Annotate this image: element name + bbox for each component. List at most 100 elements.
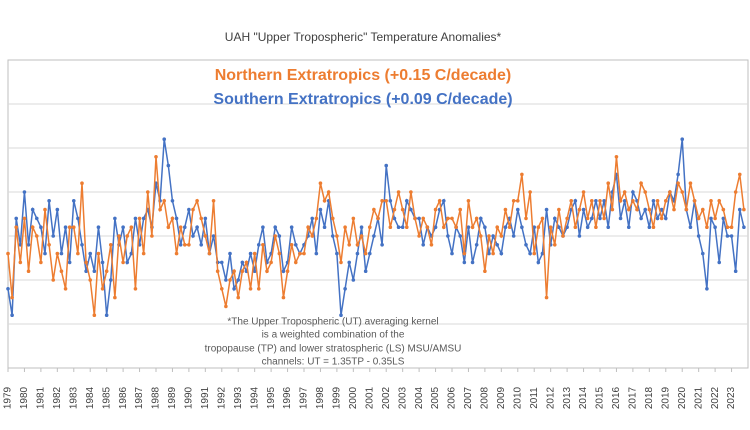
data-point (71, 199, 76, 203)
data-point (277, 251, 282, 256)
data-point (474, 216, 479, 221)
x-tick-label: 2002 (381, 386, 392, 409)
data-point (137, 216, 142, 221)
data-point (18, 260, 23, 265)
data-point (59, 269, 64, 274)
data-point (598, 199, 602, 203)
data-point (166, 163, 171, 168)
data-point (244, 260, 249, 265)
x-tick-label: 2001 (364, 386, 375, 409)
data-point (404, 225, 409, 229)
data-point (441, 225, 446, 229)
data-point (174, 216, 179, 221)
data-point (589, 216, 594, 221)
data-point (602, 216, 606, 221)
data-point (121, 225, 125, 229)
data-point (532, 225, 537, 229)
x-tick-label: 1987 (134, 386, 145, 409)
data-point (55, 251, 60, 256)
x-tick-label: 1995 (266, 386, 277, 409)
chart-title: UAH "Upper Tropospheric" Temperature Ano… (225, 30, 502, 44)
data-point (433, 207, 438, 212)
data-point (668, 190, 672, 194)
legend-entry: Southern Extratropics (+0.09 C/decade) (213, 91, 512, 108)
data-point (330, 234, 335, 238)
data-point (199, 216, 204, 221)
data-point (503, 225, 508, 229)
data-point (548, 225, 553, 229)
data-point (622, 199, 627, 203)
x-tick-label: 2016 (611, 386, 622, 409)
data-point (125, 260, 130, 265)
x-tick-label: 1981 (36, 386, 47, 409)
data-point (154, 155, 158, 159)
data-point (199, 243, 204, 247)
data-point (67, 260, 72, 265)
data-point (30, 207, 35, 212)
data-point (182, 243, 187, 247)
data-point (178, 225, 183, 229)
data-point (256, 287, 261, 291)
data-point (684, 207, 689, 212)
x-tick-label: 1992 (216, 386, 227, 409)
data-point (355, 243, 360, 247)
data-point (310, 234, 315, 238)
data-point (367, 251, 372, 256)
data-point (404, 199, 409, 203)
data-point (195, 225, 199, 229)
data-point (174, 251, 179, 256)
data-point (88, 278, 93, 282)
data-point (396, 190, 401, 194)
data-point (293, 243, 298, 247)
data-point (433, 225, 438, 229)
data-point (26, 243, 31, 247)
x-tick-label: 1988 (151, 386, 162, 409)
data-point (388, 199, 393, 203)
data-point (647, 225, 652, 229)
data-point (224, 278, 228, 282)
x-tick-label: 2014 (578, 386, 589, 409)
data-point (524, 243, 528, 247)
data-point (700, 207, 705, 212)
legend-entry: Northern Extratropics (+0.15 C/decade) (215, 67, 512, 84)
data-point (26, 269, 31, 274)
data-point (88, 251, 93, 256)
data-point (557, 207, 561, 212)
data-point (474, 243, 479, 247)
data-point (663, 216, 668, 221)
data-point (100, 287, 105, 291)
data-point (170, 216, 175, 221)
data-point (692, 199, 697, 203)
data-point (680, 190, 685, 194)
data-point (618, 199, 623, 203)
data-point (22, 216, 27, 221)
data-point (631, 190, 635, 194)
x-tick-label: 2020 (677, 386, 688, 409)
data-point (717, 199, 722, 203)
data-point (166, 225, 171, 229)
data-point (651, 225, 656, 229)
data-point (655, 199, 660, 203)
data-point (532, 251, 537, 256)
data-point (725, 225, 730, 229)
x-tick-label: 1996 (282, 386, 293, 409)
data-point (298, 251, 302, 256)
data-point (219, 260, 224, 265)
data-point (191, 234, 195, 238)
data-point (425, 225, 430, 229)
data-point (100, 260, 105, 265)
data-point (470, 260, 475, 265)
data-point (71, 225, 76, 229)
x-tick-label: 2015 (595, 386, 606, 409)
data-point (363, 251, 368, 256)
data-point (515, 207, 520, 212)
data-point (536, 225, 541, 229)
data-point (252, 269, 257, 274)
data-point (141, 251, 146, 256)
data-point (450, 216, 454, 221)
data-point (63, 225, 68, 229)
data-point (84, 269, 88, 274)
data-point (113, 295, 117, 300)
x-tick-label: 2000 (348, 386, 359, 409)
data-point (421, 243, 426, 247)
